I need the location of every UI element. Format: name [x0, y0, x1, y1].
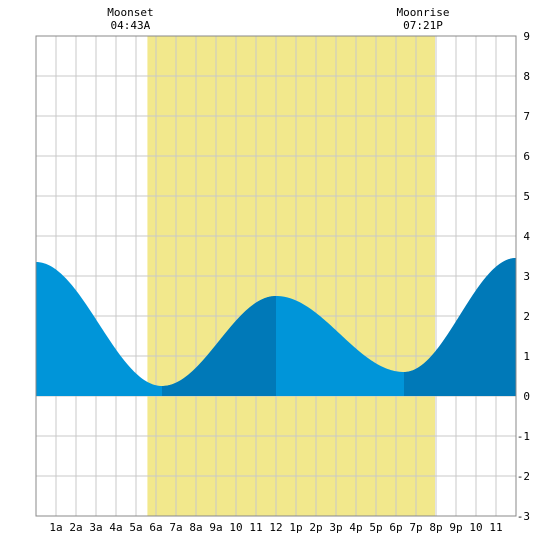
- y-tick-label: 6: [523, 150, 530, 163]
- moon-event-name: Moonrise: [397, 6, 450, 19]
- x-tick-label: 7a: [169, 521, 182, 534]
- x-tick-label: 10: [469, 521, 482, 534]
- x-tick-label: 7p: [409, 521, 422, 534]
- y-tick-label: 1: [523, 350, 530, 363]
- moon-event-time: 07:21P: [403, 19, 443, 32]
- x-tick-label: 10: [229, 521, 242, 534]
- x-tick-label: 6p: [389, 521, 402, 534]
- x-tick-label: 9p: [449, 521, 462, 534]
- y-tick-label: 8: [523, 70, 530, 83]
- x-tick-label: 1a: [49, 521, 62, 534]
- x-tick-label: 5a: [129, 521, 142, 534]
- y-tick-label: -1: [517, 430, 530, 443]
- x-tick-label: 3p: [329, 521, 342, 534]
- moon-event-name: Moonset: [107, 6, 153, 19]
- moon-event-time: 04:43A: [111, 19, 151, 32]
- y-tick-label: 5: [523, 190, 530, 203]
- y-tick-label: 0: [523, 390, 530, 403]
- x-tick-label: 5p: [369, 521, 382, 534]
- x-tick-label: 9a: [209, 521, 222, 534]
- plot-area-border: [35, 35, 517, 517]
- x-tick-label: 1p: [289, 521, 302, 534]
- y-tick-label: 9: [523, 30, 530, 43]
- y-tick-label: 2: [523, 310, 530, 323]
- y-tick-label: -2: [517, 470, 530, 483]
- y-tick-label: 7: [523, 110, 530, 123]
- x-tick-label: 2p: [309, 521, 322, 534]
- x-tick-label: 11: [249, 521, 262, 534]
- tide-area-shaded-segment: [404, 258, 516, 396]
- x-tick-label: 3a: [89, 521, 102, 534]
- x-tick-label: 6a: [149, 521, 162, 534]
- x-tick-label: 8p: [429, 521, 442, 534]
- x-tick-label: 2a: [69, 521, 82, 534]
- tide-area-shaded-segment: [162, 296, 276, 396]
- x-tick-label: 4a: [109, 521, 122, 534]
- y-tick-label: 4: [523, 230, 530, 243]
- x-tick-label: 11: [489, 521, 502, 534]
- x-tick-label: 4p: [349, 521, 362, 534]
- y-tick-label: -3: [517, 510, 530, 523]
- y-tick-label: 3: [523, 270, 530, 283]
- x-tick-label: 8a: [189, 521, 202, 534]
- x-tick-label: 12: [269, 521, 282, 534]
